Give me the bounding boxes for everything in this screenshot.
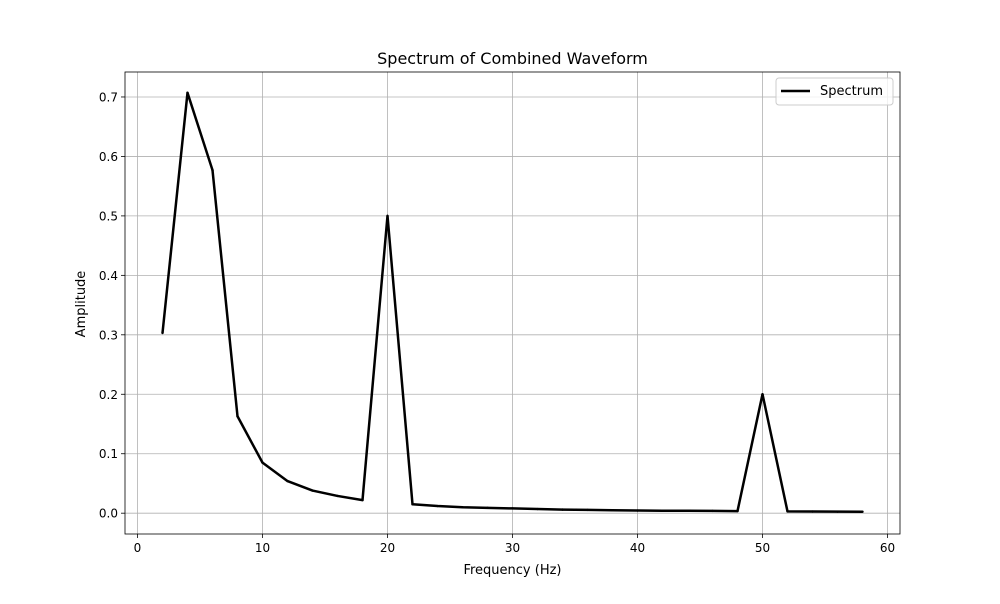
data-point [661, 509, 664, 512]
data-point [861, 510, 864, 513]
data-point [511, 507, 514, 510]
x-tick-label: 60 [880, 541, 895, 555]
data-point [811, 510, 814, 513]
data-point [161, 331, 164, 335]
legend: Spectrum [775, 77, 894, 106]
x-axis-label: Frequency (Hz) [463, 563, 561, 578]
x-tick-label: 30 [505, 541, 520, 555]
data-point [561, 508, 564, 511]
x-tick-label: 50 [755, 541, 770, 555]
chart-title: Spectrum of Combined Waveform [377, 49, 648, 68]
data-point [386, 214, 389, 218]
data-point [586, 508, 589, 512]
data-point [786, 510, 789, 513]
y-tick-label: 0.3 [99, 328, 118, 342]
x-axis-ticks: 0 10 20 30 40 50 60 [134, 534, 895, 555]
legend-label-spectrum: Spectrum [820, 84, 883, 99]
y-axis-ticks: 0.0 0.1 0.2 0.3 0.4 0.5 0.6 0.7 [99, 90, 125, 521]
data-point [286, 479, 289, 483]
data-point [211, 168, 214, 172]
x-tick-label: 10 [255, 541, 270, 555]
y-tick-label: 0.4 [99, 269, 118, 283]
data-point [711, 509, 714, 513]
y-tick-label: 0.5 [99, 209, 118, 223]
data-point [461, 506, 464, 509]
data-point [636, 509, 639, 512]
x-tick-label: 0 [134, 541, 142, 555]
y-tick-label: 0.6 [99, 150, 118, 164]
data-point [686, 509, 689, 513]
data-point [336, 494, 339, 498]
data-point [611, 509, 614, 512]
data-point [186, 91, 189, 95]
data-point [761, 393, 764, 396]
data-point [236, 415, 239, 418]
data-point [836, 510, 839, 513]
data-point [536, 507, 539, 511]
data-point [361, 498, 364, 502]
series-layer [161, 91, 864, 514]
y-tick-label: 0.7 [99, 90, 118, 104]
grid [125, 72, 900, 534]
y-tick-label: 0.2 [99, 388, 118, 402]
x-tick-label: 40 [630, 541, 645, 555]
x-tick-label: 20 [380, 541, 395, 555]
data-point [261, 461, 264, 464]
data-point [736, 509, 739, 513]
data-point [311, 489, 314, 492]
y-axis-label: Amplitude [74, 271, 89, 338]
data-point [411, 503, 414, 506]
y-tick-label: 0.0 [99, 507, 118, 521]
data-point [486, 506, 489, 510]
y-tick-label: 0.1 [99, 447, 118, 461]
legend-box [775, 77, 894, 106]
data-point [436, 504, 439, 508]
